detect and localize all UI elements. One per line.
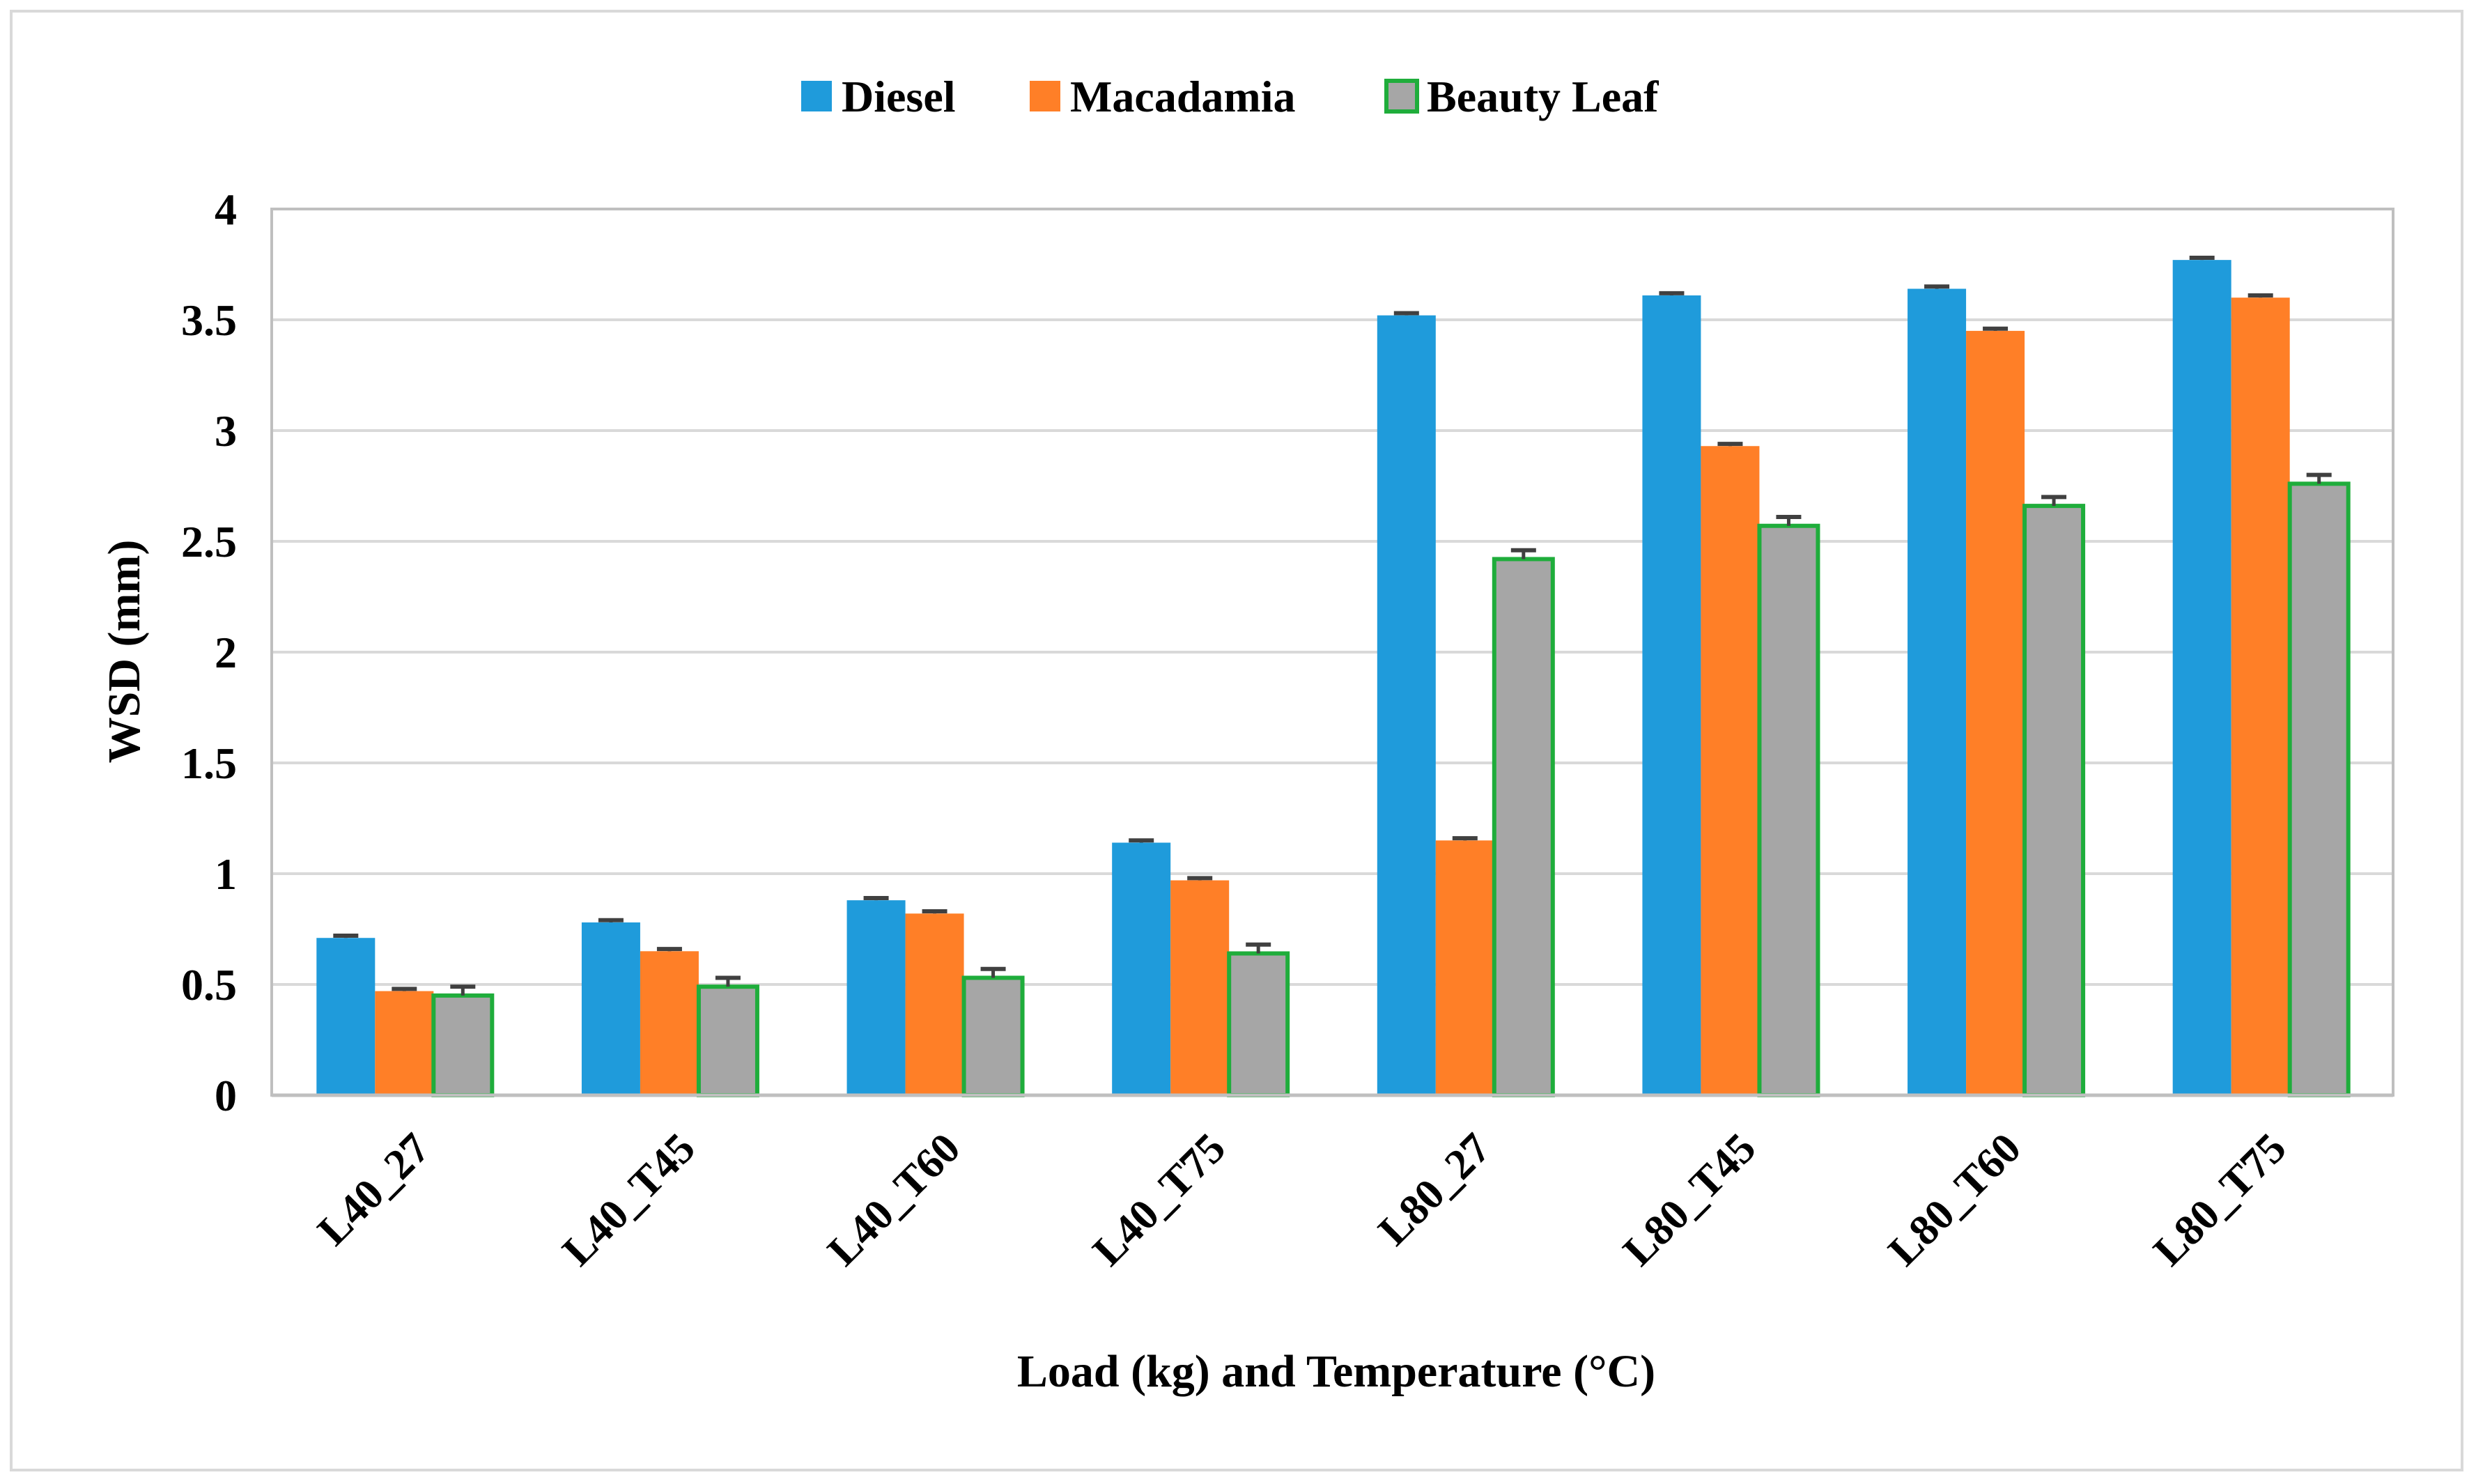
x-category-label: L40_T60 (819, 1124, 969, 1275)
legend-swatch-diesel (801, 81, 832, 111)
bar-diesel (581, 922, 640, 1095)
bar-beauty-leaf (1492, 557, 1555, 1097)
error-bars (333, 255, 2332, 996)
y-tick-label: 1.5 (181, 739, 237, 788)
legend-label-beauty-leaf: Beauty Leaf (1427, 72, 1659, 121)
legend-swatch-macadamia (1030, 81, 1060, 111)
x-category-label: L80_27 (1370, 1124, 1500, 1255)
bar-macadamia (375, 991, 434, 1095)
legend-swatch-beauty-leaf (1384, 79, 1419, 114)
legend-label-macadamia: Macadamia (1070, 72, 1296, 121)
bar-diesel (846, 900, 906, 1095)
bar-macadamia (640, 951, 699, 1095)
y-tick-label: 0 (215, 1071, 237, 1120)
bar-diesel (1377, 315, 1436, 1095)
bar-beauty-leaf (696, 984, 759, 1098)
bar-macadamia (1435, 840, 1494, 1095)
y-tick-label: 2.5 (181, 517, 237, 566)
x-axis: L40_27 L40_T45 L40_T60 L40_T75 L80_27 L80_T45… (272, 1093, 2393, 1275)
legend-label-diesel: Diesel (842, 72, 956, 121)
bar-beauty-leaf (431, 993, 495, 1098)
y-tick-label: 3.5 (181, 295, 237, 345)
bar-macadamia (1701, 446, 1760, 1095)
x-axis-title: Load (kg) and Temperature (°C) (1017, 1346, 1655, 1397)
x-category-label: L80_T45 (1614, 1124, 1765, 1275)
bar-diesel (1642, 295, 1701, 1095)
bar-macadamia (2231, 297, 2290, 1096)
y-tick-label: 3 (215, 406, 237, 456)
x-category-label: L40_T75 (1084, 1124, 1235, 1275)
bar-beauty-leaf (2287, 481, 2351, 1097)
bar-beauty-leaf (1227, 951, 1290, 1097)
y-axis: 0 0.5 1 1.5 2 2.5 3 3.5 4 (181, 185, 237, 1120)
bar-diesel (1112, 842, 1171, 1095)
y-axis-title: WSD (mm) (99, 540, 150, 764)
bars (316, 260, 2351, 1098)
bar-macadamia (1170, 880, 1230, 1095)
y-tick-label: 4 (215, 185, 237, 234)
x-category-label: L40_T45 (554, 1124, 704, 1275)
bar-beauty-leaf (2022, 504, 2086, 1097)
bar-beauty-leaf (1757, 523, 1820, 1097)
y-tick-label: 1 (215, 849, 237, 899)
y-tick-label: 2 (215, 628, 237, 677)
bar-diesel (316, 938, 376, 1095)
x-category-label: L80_T75 (2144, 1124, 2295, 1275)
bar-diesel (2172, 260, 2231, 1095)
bar-beauty-leaf (961, 975, 1025, 1097)
bar-macadamia (1966, 330, 2025, 1095)
y-tick-label: 0.5 (181, 960, 237, 1010)
legend: Diesel Macadamia Beauty Leaf (801, 72, 1659, 121)
x-category-label: L40_27 (309, 1124, 439, 1255)
x-category-label: L80_T60 (1880, 1124, 2030, 1275)
bar-macadamia (905, 913, 964, 1095)
bar-diesel (1908, 288, 1967, 1096)
